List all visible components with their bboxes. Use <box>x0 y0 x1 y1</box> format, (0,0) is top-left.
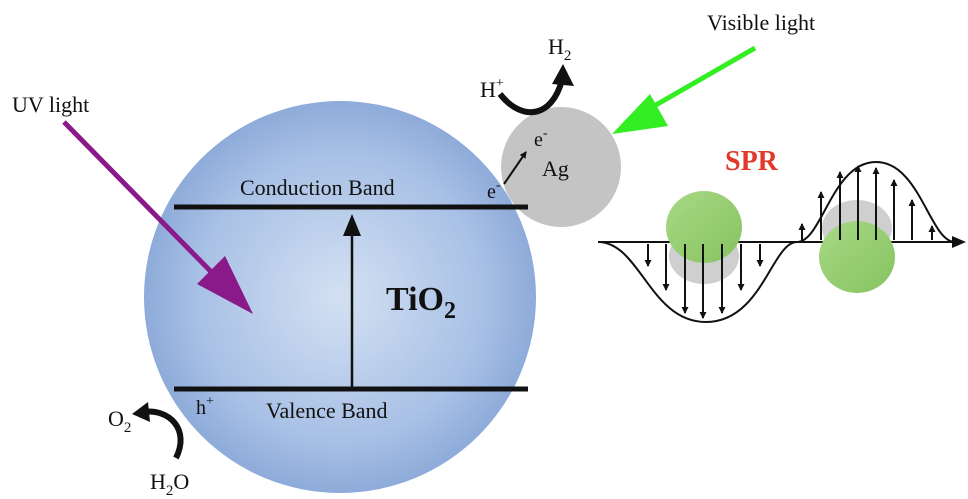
tio2-label: TiO2 <box>386 281 456 324</box>
visible-light-arrow-icon <box>612 45 757 134</box>
uv-light-label: UV light <box>12 92 89 117</box>
valence-band-label: Valence Band <box>266 398 388 423</box>
electron-band-label: e- <box>487 178 501 203</box>
electron-ag-label: e- <box>534 126 548 151</box>
h2o-label: H2O <box>150 469 189 499</box>
ag-particle <box>501 107 621 227</box>
ag-label: Ag <box>542 156 569 181</box>
proton-label: H+ <box>480 76 504 102</box>
water-oxidation-curved-arrow-icon <box>132 402 184 460</box>
tio2-particle <box>144 101 536 493</box>
proton-reduction-curved-arrow-icon <box>497 64 574 116</box>
o2-label: O2 <box>108 406 131 436</box>
spr-wave <box>597 160 966 324</box>
spr-label: SPR <box>725 146 779 177</box>
conduction-band-label: Conduction Band <box>240 175 395 200</box>
visible-light-label: Visible light <box>707 10 815 35</box>
uv-light-arrow-icon <box>62 120 253 314</box>
hole-label: h+ <box>196 394 214 419</box>
electron-transfer-arrow-icon <box>503 151 527 185</box>
h2-label: H2 <box>548 34 571 64</box>
